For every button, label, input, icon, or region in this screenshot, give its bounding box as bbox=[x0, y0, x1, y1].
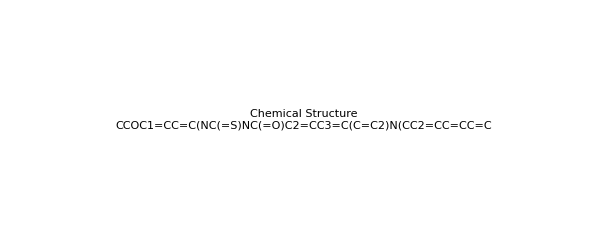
Text: Chemical Structure
CCOC1=CC=C(NC(=S)NC(=O)C2=CC3=C(C=C2)N(CC2=CC=CC=C: Chemical Structure CCOC1=CC=C(NC(=S)NC(=… bbox=[115, 109, 492, 131]
